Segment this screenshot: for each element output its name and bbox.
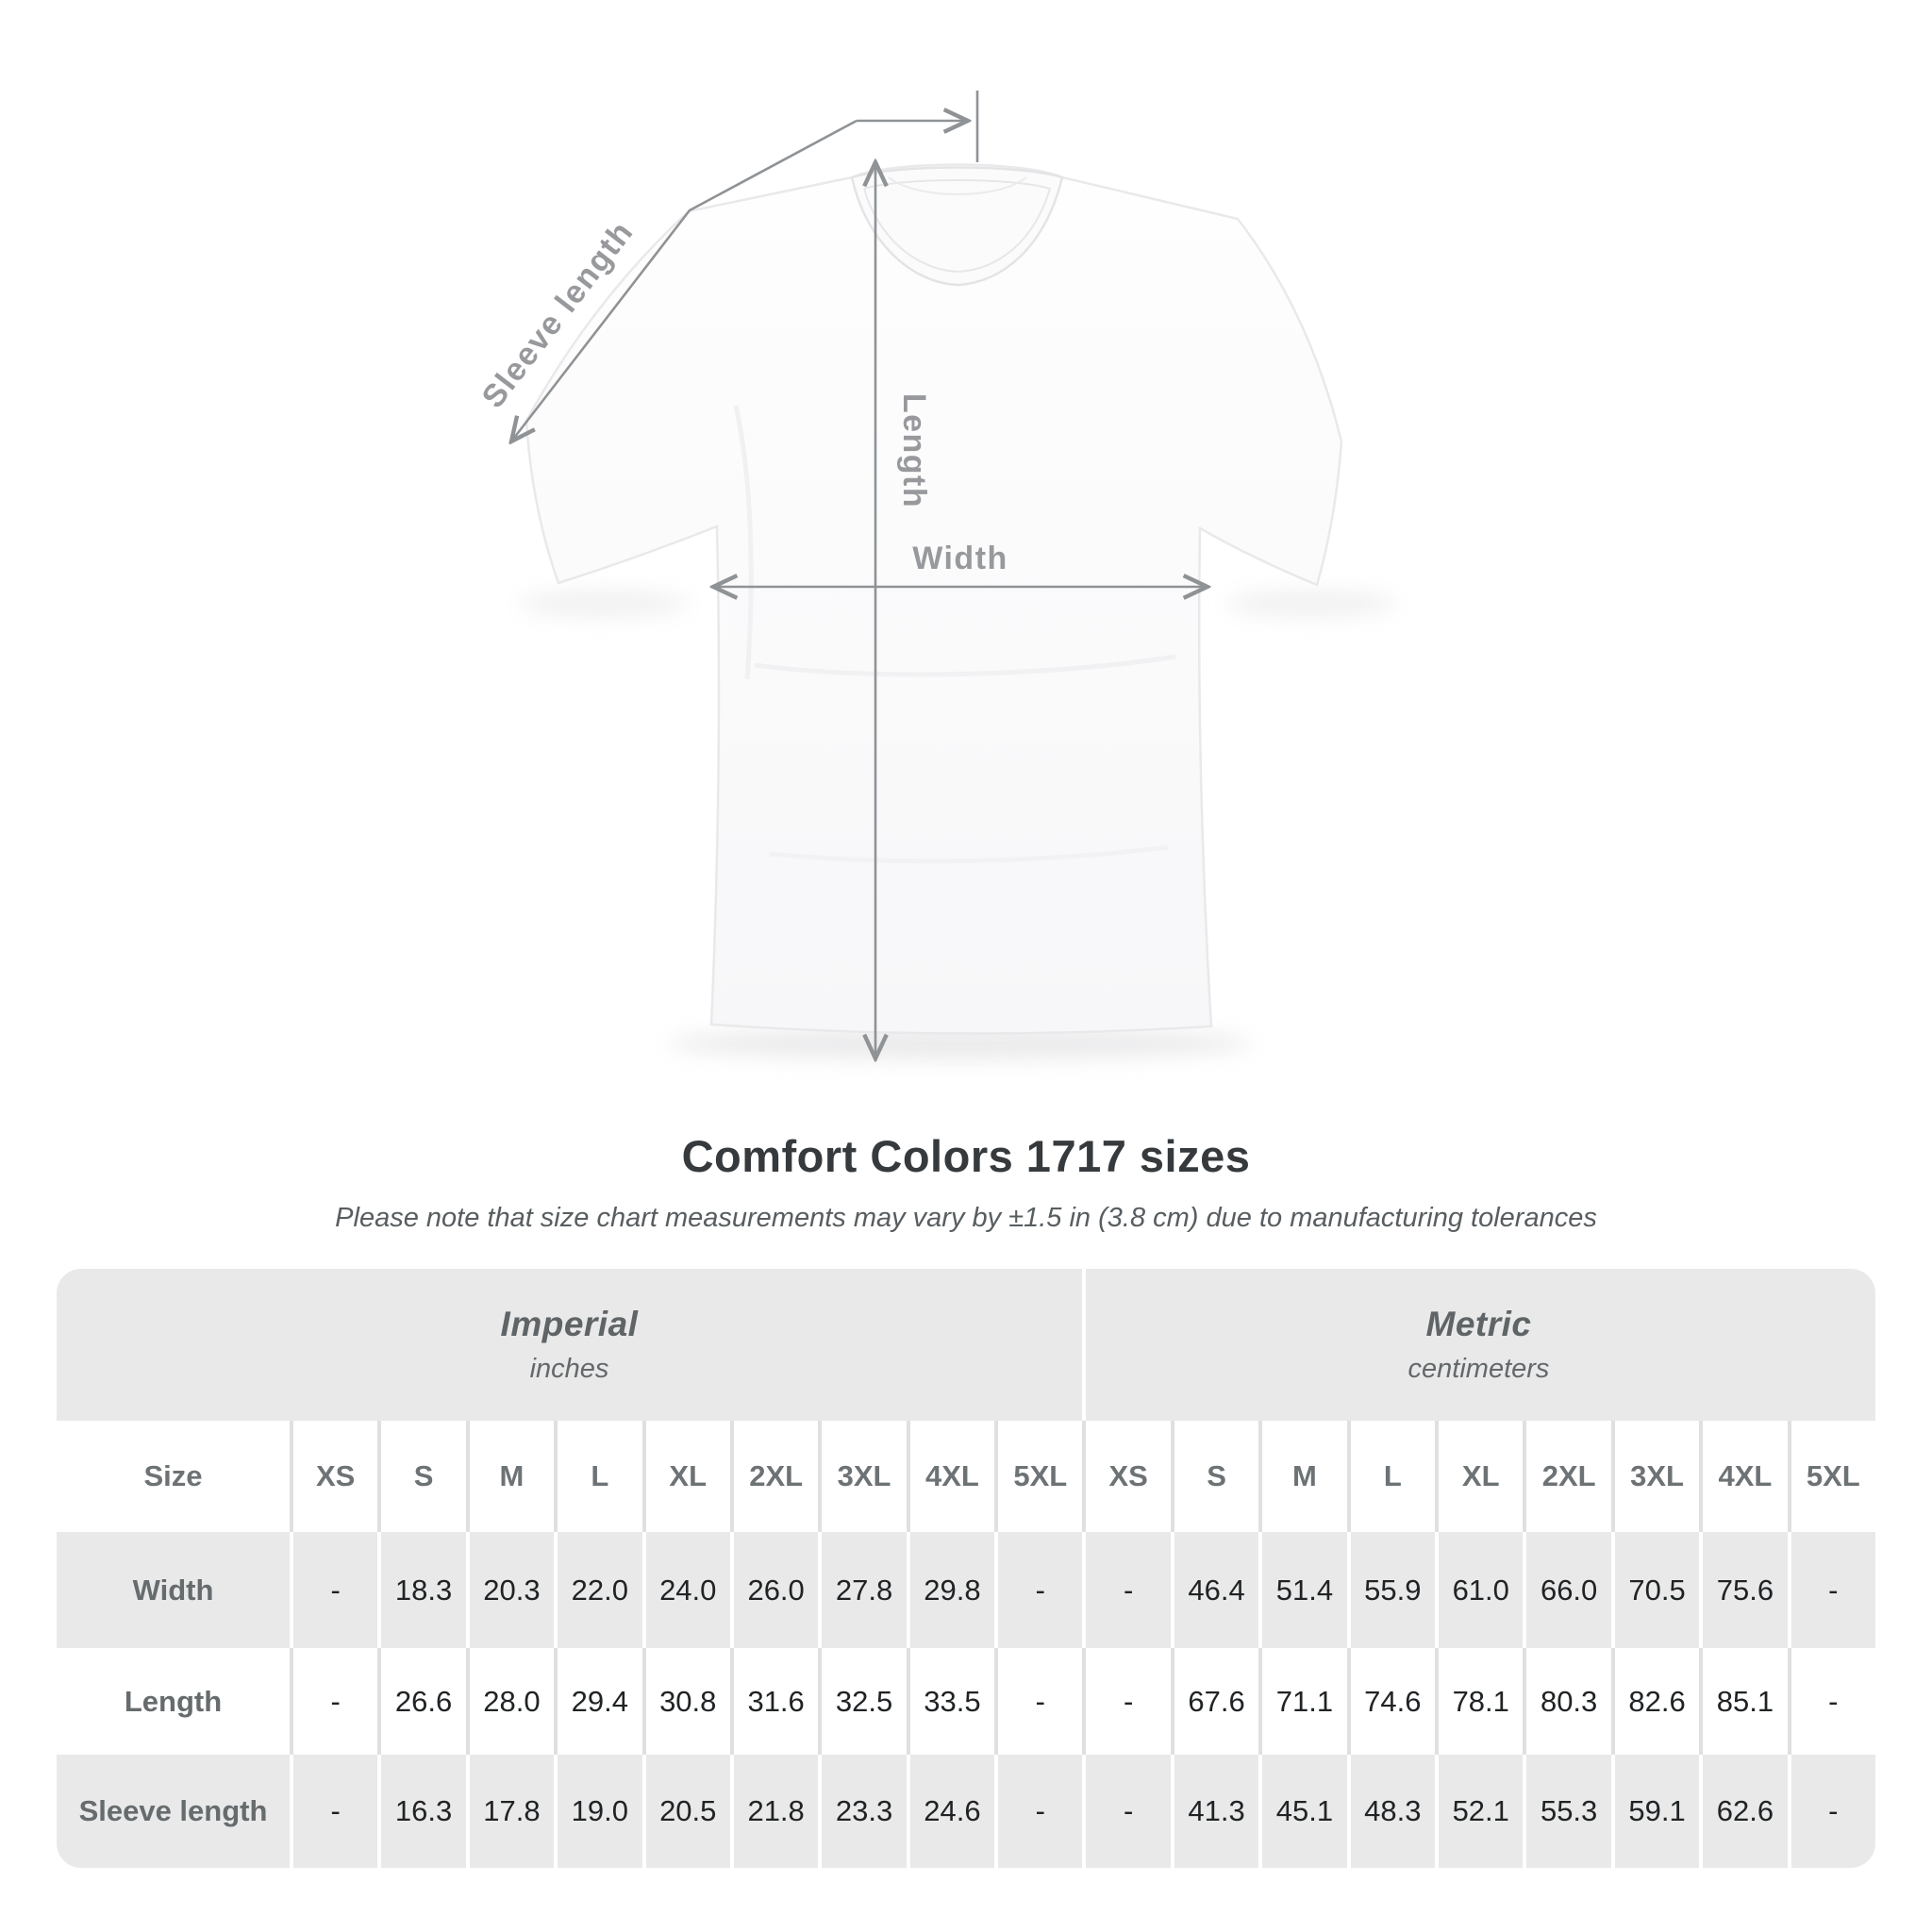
value-cell: - xyxy=(998,1532,1083,1648)
size-header-imperial-2xl: 2XL xyxy=(733,1421,819,1532)
size-header-row: Size XS S M L XL 2XL 3XL 4XL 5XL XS S M L XL 2XL 3XL 4XL 5… xyxy=(57,1421,1875,1532)
size-column-header: Size xyxy=(57,1421,290,1532)
shirt-shadow xyxy=(519,591,1396,1059)
unit-divider xyxy=(1082,1269,1086,1421)
value-cell: 45.1 xyxy=(1262,1755,1347,1868)
value-cell: 32.5 xyxy=(822,1648,907,1755)
size-header-metric-m: M xyxy=(1262,1421,1347,1532)
value-cell: 80.3 xyxy=(1526,1648,1611,1755)
value-cell: - xyxy=(293,1532,378,1648)
size-header-imperial-m: M xyxy=(469,1421,555,1532)
measurement-annotations xyxy=(511,91,1208,1058)
length-row: Length -26.6 28.0 29.4 30.8 31.6 32.5 33.5- -67.… xyxy=(57,1648,1875,1755)
value-cell: 41.3 xyxy=(1174,1755,1259,1868)
row-label: Length xyxy=(57,1648,290,1755)
value-cell: 85.1 xyxy=(1703,1648,1788,1755)
size-header-imperial-3xl: 3XL xyxy=(822,1421,907,1532)
value-cell: 78.1 xyxy=(1439,1648,1524,1755)
value-cell: 31.6 xyxy=(733,1648,819,1755)
value-cell: 27.8 xyxy=(822,1532,907,1648)
row-label: Width xyxy=(57,1532,290,1648)
imperial-header: Imperial inches xyxy=(57,1269,1082,1421)
value-cell: 75.6 xyxy=(1703,1532,1788,1648)
value-cell: 17.8 xyxy=(469,1755,555,1868)
size-table: Imperial inches Metric centimeters Size X… xyxy=(57,1269,1875,1868)
value-cell: 55.9 xyxy=(1350,1532,1436,1648)
value-cell: 28.0 xyxy=(469,1648,555,1755)
value-cell: 46.4 xyxy=(1174,1532,1259,1648)
value-cell: 59.1 xyxy=(1614,1755,1700,1868)
value-cell: 16.3 xyxy=(381,1755,466,1868)
value-cell: 30.8 xyxy=(645,1648,730,1755)
value-cell: 71.1 xyxy=(1262,1648,1347,1755)
page-title: Comfort Colors 1717 sizes xyxy=(681,1131,1251,1181)
width-label: Width xyxy=(912,541,1008,576)
page-subtitle: Please note that size chart measurements… xyxy=(335,1203,1597,1233)
value-cell: - xyxy=(293,1648,378,1755)
metric-header: Metric centimeters xyxy=(1082,1269,1875,1421)
size-header-metric-xs: XS xyxy=(1086,1421,1171,1532)
heading-block: Comfort Colors 1717 sizes Please note th… xyxy=(0,1130,1932,1234)
row-label: Sleeve length xyxy=(57,1755,290,1868)
value-cell: 55.3 xyxy=(1526,1755,1611,1868)
value-cell: 62.6 xyxy=(1703,1755,1788,1868)
size-header-imperial-5xl: 5XL xyxy=(998,1421,1083,1532)
unit-header-band: Imperial inches Metric centimeters xyxy=(57,1269,1875,1421)
tshirt-measurement-figure: Sleeve length Length Width xyxy=(475,91,1396,1132)
value-cell: 20.5 xyxy=(645,1755,730,1868)
imperial-title: Imperial xyxy=(500,1305,639,1343)
value-cell: 26.6 xyxy=(381,1648,466,1755)
value-cell: 51.4 xyxy=(1262,1532,1347,1648)
size-header-imperial-4xl: 4XL xyxy=(909,1421,995,1532)
length-label: Length xyxy=(896,393,932,508)
value-cell: 82.6 xyxy=(1614,1648,1700,1755)
size-header-metric-s: S xyxy=(1174,1421,1259,1532)
value-cell: 29.4 xyxy=(558,1648,642,1755)
value-cell: - xyxy=(1790,1755,1875,1868)
value-cell: - xyxy=(1790,1648,1875,1755)
width-row: Width -18.3 20.3 22.0 24.0 26.0 27.8 29.8- -46.4… xyxy=(57,1532,1875,1648)
value-cell: 21.8 xyxy=(733,1755,819,1868)
size-header-imperial-s: S xyxy=(381,1421,466,1532)
value-cell: 18.3 xyxy=(381,1532,466,1648)
size-header-metric-2xl: 2XL xyxy=(1526,1421,1611,1532)
imperial-unit: inches xyxy=(529,1354,609,1384)
value-cell: - xyxy=(998,1755,1083,1868)
value-cell: - xyxy=(998,1648,1083,1755)
value-cell: 74.6 xyxy=(1350,1648,1436,1755)
value-cell: 29.8 xyxy=(909,1532,995,1648)
value-cell: - xyxy=(1086,1755,1171,1868)
size-header-metric-5xl: 5XL xyxy=(1790,1421,1875,1532)
value-cell: 52.1 xyxy=(1439,1755,1524,1868)
sleeve-length-row: Sleeve length -16.3 17.8 19.0 20.5 21.8 23.3 24… xyxy=(57,1755,1875,1868)
value-cell: 24.6 xyxy=(909,1755,995,1868)
sleeve-length-arrow-diagonal xyxy=(511,119,858,441)
value-cell: 26.0 xyxy=(733,1532,819,1648)
value-cell: 19.0 xyxy=(558,1755,642,1868)
value-cell: - xyxy=(293,1755,378,1868)
size-header-metric-l: L xyxy=(1350,1421,1436,1532)
value-cell: - xyxy=(1790,1532,1875,1648)
value-cell: 24.0 xyxy=(645,1532,730,1648)
value-cell: 61.0 xyxy=(1439,1532,1524,1648)
size-header-metric-xl: XL xyxy=(1439,1421,1524,1532)
value-cell: 33.5 xyxy=(909,1648,995,1755)
value-cell: 23.3 xyxy=(822,1755,907,1868)
value-cell: - xyxy=(1086,1532,1171,1648)
value-cell: 70.5 xyxy=(1614,1532,1700,1648)
value-cell: 20.3 xyxy=(469,1532,555,1648)
size-header-metric-3xl: 3XL xyxy=(1614,1421,1700,1532)
value-cell: - xyxy=(1086,1648,1171,1755)
metric-title: Metric xyxy=(1425,1305,1532,1343)
value-cell: 48.3 xyxy=(1350,1755,1436,1868)
value-cell: 22.0 xyxy=(558,1532,642,1648)
size-header-metric-4xl: 4XL xyxy=(1703,1421,1788,1532)
size-header-imperial-l: L xyxy=(558,1421,642,1532)
size-header-imperial-xl: XL xyxy=(645,1421,730,1532)
metric-unit: centimeters xyxy=(1407,1354,1550,1384)
value-cell: 66.0 xyxy=(1526,1532,1611,1648)
value-cell: 67.6 xyxy=(1174,1648,1259,1755)
size-header-imperial-xs: XS xyxy=(293,1421,378,1532)
